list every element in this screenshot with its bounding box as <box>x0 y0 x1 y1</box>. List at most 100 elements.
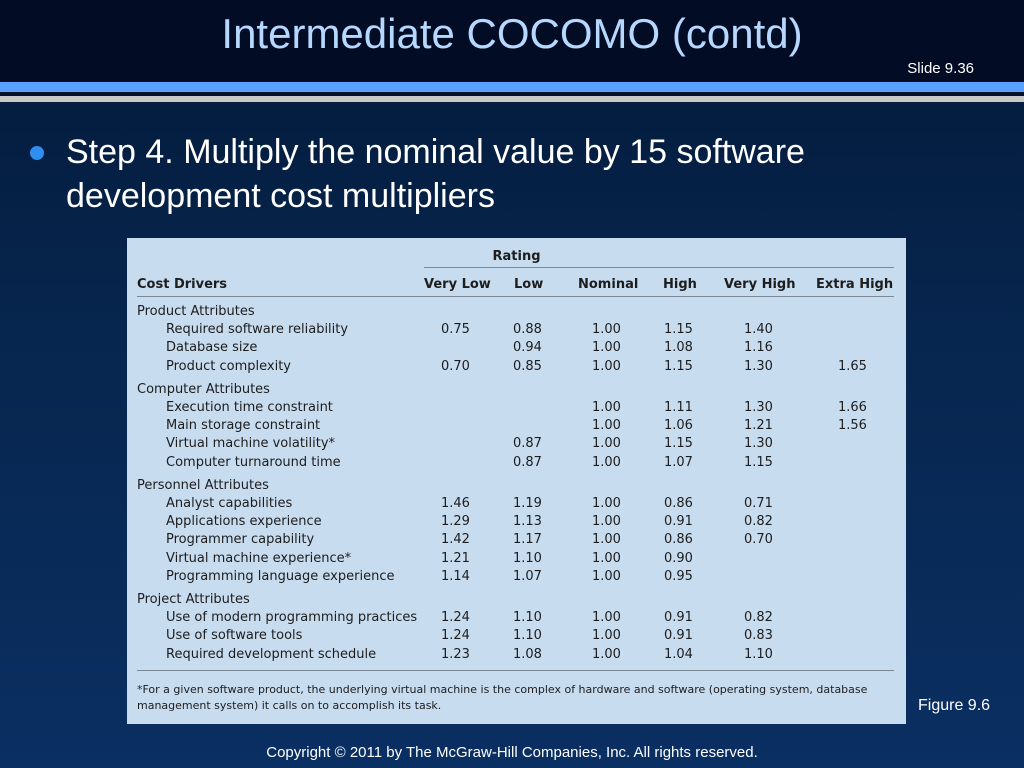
multiplier-value: 1.16 <box>744 340 773 356</box>
multiplier-value: 1.10 <box>513 628 542 644</box>
multiplier-value: 1.56 <box>838 418 867 434</box>
figure-label: Figure 9.6 <box>918 697 991 714</box>
cost-driver-label: Required software reliability <box>166 322 349 338</box>
multiplier-value: 0.87 <box>513 454 542 470</box>
cost-driver-label: Applications experience <box>166 514 322 530</box>
table-bottom-divider <box>137 670 894 671</box>
cost-driver-label: Main storage constraint <box>166 418 321 434</box>
slide-number: Slide 9.36 <box>907 60 974 77</box>
header-divider <box>137 296 894 297</box>
cost-driver-label: Programmer capability <box>166 532 315 548</box>
multiplier-value: 1.42 <box>441 532 470 548</box>
multiplier-value: 1.00 <box>592 514 621 530</box>
multiplier-value: 1.10 <box>744 646 773 662</box>
multiplier-value: 1.65 <box>838 358 867 374</box>
multiplier-value: 1.07 <box>513 568 542 584</box>
group-heading: Computer Attributes <box>137 381 270 397</box>
multiplier-value: 0.71 <box>744 496 773 511</box>
multiplier-value: 1.00 <box>592 568 621 584</box>
multiplier-value: 1.04 <box>664 646 693 662</box>
multiplier-value: 1.21 <box>744 418 773 434</box>
multiplier-value: 1.14 <box>441 568 470 584</box>
multiplier-value: 0.70 <box>744 532 773 548</box>
slide-title: Intermediate COCOMO (contd) <box>221 10 803 57</box>
multiplier-value: 1.07 <box>664 454 693 470</box>
bullet-text: Step 4. Multiply the nominal value by 15… <box>66 133 805 215</box>
multiplier-value: 1.15 <box>664 322 693 338</box>
multiplier-value: 1.30 <box>744 436 773 452</box>
multiplier-value: 1.00 <box>592 340 621 356</box>
multiplier-value: 1.00 <box>592 358 621 374</box>
multiplier-value: 1.29 <box>441 514 470 530</box>
cost-driver-label: Virtual machine experience* <box>166 550 352 566</box>
group-heading: Personnel Attributes <box>137 477 269 493</box>
cost-driver-label: Analyst capabilities <box>166 496 293 511</box>
column-header: High <box>663 277 697 292</box>
multiplier-value: 1.46 <box>441 496 470 511</box>
header-stripe-gray <box>0 96 1024 102</box>
multiplier-value: 1.00 <box>592 550 621 566</box>
multiplier-value: 1.40 <box>744 322 773 338</box>
column-header: Low <box>514 277 544 292</box>
multiplier-value: 1.00 <box>592 496 621 511</box>
multiplier-value: 1.00 <box>592 532 621 548</box>
column-header: Extra High <box>816 277 894 292</box>
multiplier-value: 1.00 <box>592 436 621 452</box>
multiplier-value: 1.24 <box>441 610 470 626</box>
multiplier-value: 1.06 <box>664 418 693 434</box>
cost-driver-label: Programming language experience <box>166 568 395 584</box>
header-stripe-dark <box>0 92 1024 96</box>
group-heading: Project Attributes <box>137 592 250 607</box>
copyright-notice: Copyright © 2011 by The McGraw-Hill Comp… <box>266 744 758 761</box>
multiplier-value: 1.11 <box>664 400 693 415</box>
multiplier-value: 1.66 <box>838 400 867 415</box>
multiplier-value: 1.19 <box>513 496 542 511</box>
multiplier-value: 1.30 <box>744 358 773 374</box>
multiplier-value: 1.00 <box>592 418 621 434</box>
multiplier-value: 0.91 <box>664 628 693 644</box>
multiplier-value: 0.70 <box>441 358 470 374</box>
multiplier-value: 1.21 <box>441 550 470 566</box>
multiplier-value: 0.88 <box>513 322 542 338</box>
cost-driver-label: Use of modern programming practices <box>166 610 418 626</box>
multiplier-value: 1.00 <box>592 322 621 338</box>
multiplier-value: 0.91 <box>664 514 693 530</box>
multiplier-value: 1.08 <box>664 340 693 356</box>
multiplier-value: 1.15 <box>664 358 693 374</box>
cost-driver-label: Product complexity <box>166 358 291 374</box>
multiplier-value: 1.08 <box>513 646 542 662</box>
table-footnote: *For a given software product, the under… <box>137 683 868 712</box>
multiplier-value: 0.94 <box>513 340 542 356</box>
title-bar <box>0 0 1024 82</box>
cost-multipliers-table: Rating *For a given software product, th… <box>127 238 906 724</box>
column-header: Nominal <box>578 277 639 292</box>
cost-driver-label: Use of software tools <box>166 628 303 644</box>
cost-driver-label: Execution time constraint <box>166 400 333 415</box>
column-header: Very High <box>724 277 796 292</box>
multiplier-value: 0.87 <box>513 436 542 452</box>
cost-driver-label: Required development schedule <box>166 646 377 662</box>
multiplier-value: 0.86 <box>664 532 693 548</box>
multiplier-value: 0.83 <box>744 628 773 644</box>
multiplier-value: 1.00 <box>592 628 621 644</box>
cost-driver-label: Virtual machine volatility* <box>166 436 336 452</box>
header-stripe-blue <box>0 82 1024 92</box>
multiplier-value: 1.23 <box>441 646 470 662</box>
multiplier-value: 1.17 <box>513 532 542 548</box>
multiplier-value: 1.00 <box>592 400 621 415</box>
multiplier-value: 0.75 <box>441 322 470 338</box>
cost-driver-label: Computer turnaround time <box>166 454 341 470</box>
column-header: Cost Drivers <box>137 277 228 292</box>
multiplier-value: 1.15 <box>744 454 773 470</box>
multiplier-value: 1.00 <box>592 646 621 662</box>
multiplier-value: 0.86 <box>664 496 693 511</box>
multiplier-value: 1.24 <box>441 628 470 644</box>
group-heading: Product Attributes <box>137 304 255 319</box>
multiplier-value: 1.30 <box>744 400 773 415</box>
cost-driver-label: Database size <box>166 340 258 356</box>
multiplier-value: 1.10 <box>513 550 542 566</box>
multiplier-value: 1.10 <box>513 610 542 626</box>
column-header: Very Low <box>424 277 491 292</box>
multiplier-value: 0.82 <box>744 610 773 626</box>
multiplier-value: 0.91 <box>664 610 693 626</box>
